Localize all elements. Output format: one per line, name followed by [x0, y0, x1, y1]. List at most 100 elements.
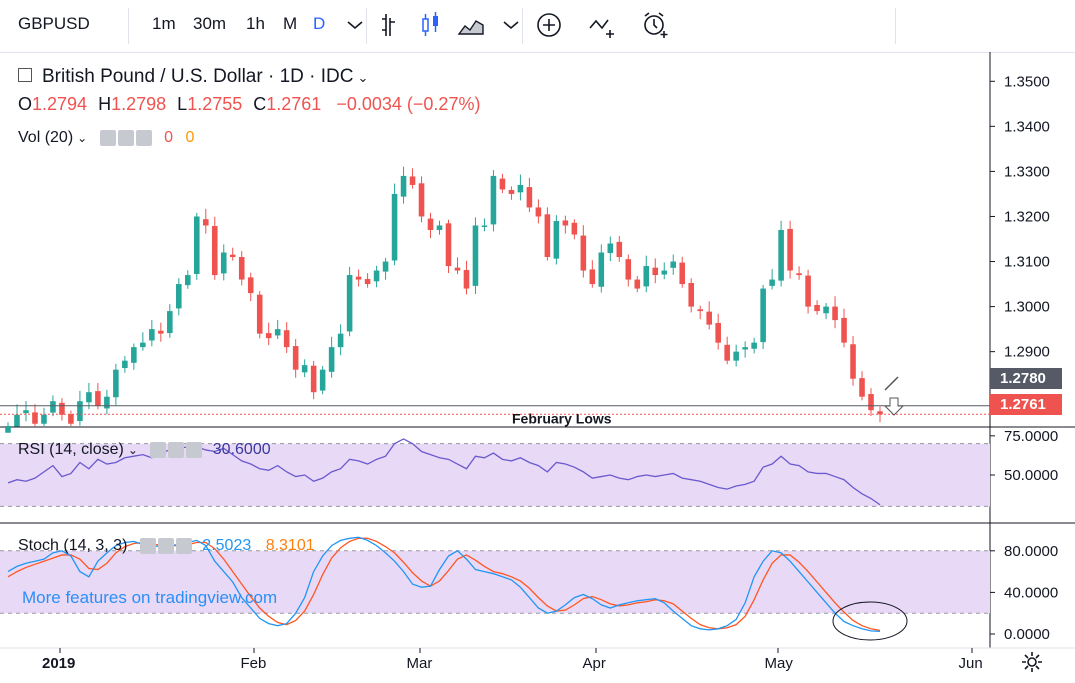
low-label: L [177, 94, 188, 114]
close-label: C [253, 94, 267, 114]
time-tick-label: May [765, 655, 794, 672]
eye-icon[interactable] [99, 129, 116, 146]
candle-body [526, 187, 533, 208]
candle-body [499, 178, 506, 190]
interval-m[interactable]: M [283, 14, 298, 33]
candle-style-icon[interactable] [416, 10, 446, 40]
chevron-down-icon[interactable]: ⌄ [77, 131, 88, 146]
gear-icon[interactable] [157, 537, 174, 554]
alert-icon[interactable] [640, 10, 670, 40]
eye-icon[interactable] [139, 537, 156, 554]
interval-1h[interactable]: 1h [246, 14, 265, 33]
candle-body [247, 277, 254, 294]
candle-body [355, 276, 362, 280]
candle-body [373, 270, 380, 282]
candle-body [77, 401, 83, 422]
time-tick-label: Jun [959, 655, 983, 672]
price-tick-label: 1.3200 [1004, 208, 1050, 225]
candle-body [823, 306, 829, 314]
level-price-tag: 1.2780 [990, 368, 1062, 389]
interval-d[interactable]: D [313, 14, 326, 33]
interval-30m[interactable]: 30m [193, 14, 227, 33]
bar-style-icon[interactable] [376, 10, 406, 40]
candle-body [256, 294, 263, 334]
open-label: O [18, 94, 33, 114]
eye-icon[interactable] [150, 441, 167, 458]
candle-body [95, 391, 101, 406]
candle-body [32, 412, 38, 424]
candle-body [202, 219, 209, 226]
gear-icon[interactable] [117, 129, 134, 146]
candle-body [41, 414, 47, 424]
candle-body [814, 304, 820, 312]
chevron-down-icon[interactable]: ⌄ [127, 443, 138, 458]
time-tick-label: Mar [407, 655, 433, 672]
candle-body [697, 309, 703, 312]
candle-body [283, 330, 290, 348]
candle-body [220, 252, 227, 274]
highlight-ellipse [832, 601, 908, 641]
gear-icon[interactable] [1020, 650, 1044, 674]
high-value: 1.2798 [111, 94, 167, 114]
indicators-icon[interactable] [588, 10, 618, 40]
chart-canvas[interactable]: 1.3500 1.3400 1.3300 1.3200 1.3100 1.3000 1.29… [0, 52, 1075, 683]
candle-body [436, 225, 443, 230]
chevron-down-icon[interactable] [340, 10, 370, 40]
candle-body [265, 333, 272, 339]
volume-row: Vol (20) ⌄ 0 0 [18, 129, 194, 147]
candle-body [643, 266, 650, 287]
symbol-label[interactable]: GBPUSD [18, 14, 90, 33]
interval-1m[interactable]: 1m [152, 14, 176, 33]
candle-body [113, 369, 119, 398]
area-style-icon[interactable] [456, 10, 486, 40]
chevron-down-icon[interactable]: ⌄ [357, 70, 369, 85]
candle-body [427, 218, 434, 230]
candle-body [535, 207, 542, 217]
promo-link[interactable]: More features on tradingview.com [22, 588, 278, 607]
gear-icon[interactable] [168, 441, 185, 458]
low-value: 1.2755 [187, 94, 243, 114]
candle-body [14, 414, 20, 427]
close-icon[interactable] [175, 537, 192, 554]
candle-body [850, 344, 856, 379]
add-compare-icon[interactable] [534, 10, 564, 40]
candle-body [517, 184, 524, 193]
indicator-controls [99, 129, 154, 147]
candle-body [706, 311, 712, 325]
toolbar-divider [128, 8, 129, 44]
candle-body [310, 365, 317, 393]
top-toolbar: GBPUSD 1m 30m 1h M D [0, 0, 1075, 53]
close-icon[interactable] [186, 441, 203, 458]
candle-body [787, 228, 793, 271]
toolbar-divider [895, 8, 896, 44]
close-icon[interactable] [135, 129, 152, 146]
candle-body [59, 402, 65, 415]
candle-body [292, 346, 299, 370]
ohlc-row: O1.2794 H1.2798 L1.2755 C1.2761 −0.0034 … [18, 94, 480, 115]
candle-body [319, 369, 326, 391]
price-tick-label: 1.3100 [1004, 254, 1050, 271]
candle-body [760, 288, 766, 343]
candle-body [562, 220, 569, 226]
chevron-down-icon[interactable] [496, 10, 526, 40]
toolbar-divider [366, 8, 367, 44]
rsi-tick-label: 50.0000 [1004, 467, 1058, 484]
stoch-d-value: 8.3101 [265, 537, 315, 555]
stoch-label: Stoch (14, 3, 3) [18, 537, 128, 555]
stoch-tick-label: 80.0000 [1004, 543, 1058, 560]
price-tick-label: 1.2900 [1004, 344, 1050, 361]
candle-body [454, 267, 461, 271]
february-lows-label: February Lows [512, 411, 612, 427]
price-tick-label: 1.3000 [1004, 299, 1050, 316]
candle-body [670, 261, 677, 268]
candle-body [382, 261, 389, 272]
candle-body [23, 410, 29, 414]
toolbar-divider [522, 8, 523, 44]
stoch-legend: Stoch (14, 3, 3) 2.5023 8.3101 [18, 537, 315, 555]
collapse-icon[interactable] [18, 67, 32, 82]
candle-body [868, 394, 874, 411]
candle-body [193, 216, 200, 274]
candle-body [625, 259, 632, 280]
candle-body [86, 392, 92, 403]
candle-body [328, 347, 335, 372]
